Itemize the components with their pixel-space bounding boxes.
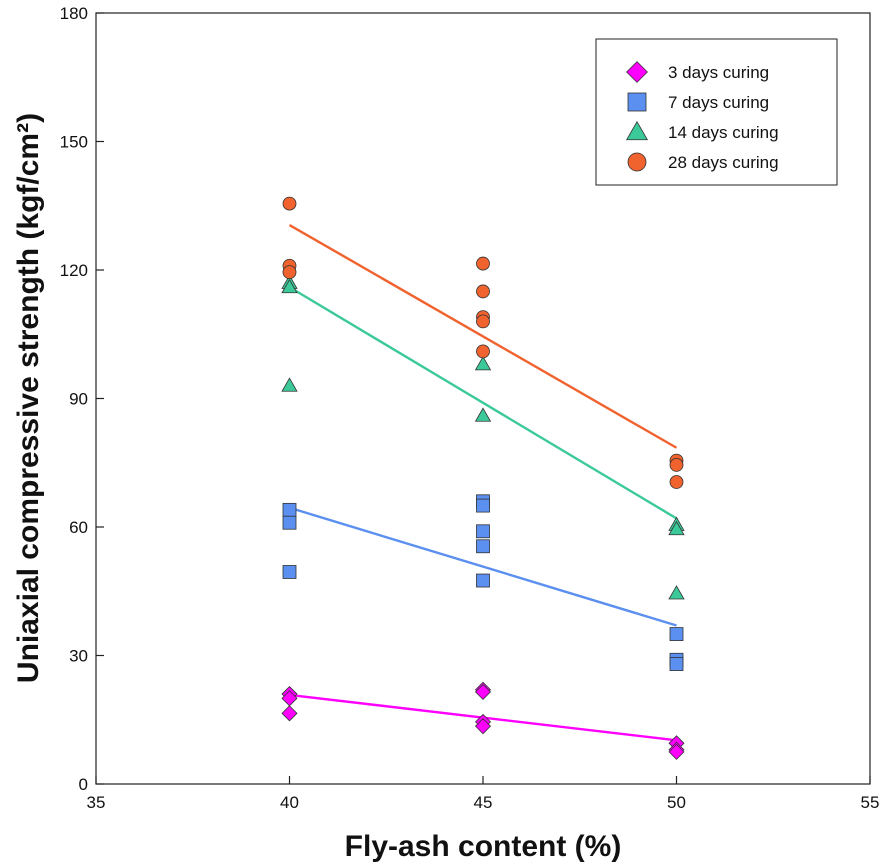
data-point-28-days-curing (476, 284, 490, 299)
data-point-7-days-curing (282, 515, 297, 530)
data-point-14-days-curing (668, 520, 685, 536)
legend-label-28-days-curing: 28 days curing (668, 153, 779, 172)
data-point-7-days-curing (282, 565, 297, 579)
data-point-3-days-curing (474, 718, 492, 735)
y-tick-label: 150 (60, 133, 88, 152)
data-point-3-days-curing (474, 683, 492, 700)
data-point-28-days-curing (476, 256, 490, 271)
y-tick-label: 180 (60, 4, 88, 23)
data-point-7-days-curing (476, 498, 490, 513)
x-tick-label: 55 (861, 793, 880, 812)
x-axis-title: Fly-ash content (%) (345, 830, 622, 863)
x-axis: 35 40 45 50 55 (87, 776, 880, 812)
x-tick-label: 40 (280, 793, 299, 812)
trend-line-7-days-curing (289, 506, 677, 627)
data-point-28-days-curing (282, 265, 297, 280)
data-point-28-days-curing (669, 457, 684, 472)
data-point-7-days-curing (669, 627, 684, 641)
data-point-3-days-curing (668, 743, 685, 760)
trend-lines (288, 223, 678, 742)
trend-line-28-days-curing (288, 223, 678, 449)
data-point-7-days-curing (476, 573, 490, 588)
data-point-28-days-curing (476, 344, 490, 359)
data-point-14-days-curing (281, 278, 298, 294)
y-tick-label: 0 (79, 775, 88, 794)
data-point-28-days-curing (476, 314, 490, 329)
x-tick-label: 50 (667, 793, 686, 812)
x-tick-label: 35 (87, 793, 106, 812)
legend: 3 days curing 7 days curing 14 days curing… (595, 38, 838, 186)
data-markers (281, 196, 685, 760)
data-point-7-days-curing (476, 539, 490, 554)
y-tick-label: 90 (69, 390, 88, 409)
data-point-3-days-curing (281, 705, 298, 722)
data-point-14-days-curing (281, 377, 298, 392)
y-tick-label: 120 (60, 261, 88, 280)
data-point-14-days-curing (474, 355, 492, 371)
legend-marker-14-days-curing (625, 120, 649, 141)
legend-marker-3-days-curing (626, 61, 648, 83)
y-tick-label: 30 (69, 647, 88, 666)
data-point-14-days-curing (668, 585, 685, 600)
x-tick-label: 45 (474, 793, 493, 812)
data-point-28-days-curing (669, 475, 684, 489)
data-point-7-days-curing (476, 524, 490, 539)
y-axis: 0 30 60 90 120 150 180 (60, 4, 104, 794)
data-point-7-days-curing (282, 502, 297, 517)
legend-label-7-days-curing: 7 days curing (668, 93, 769, 112)
legend-marker-7-days-curing (627, 92, 647, 112)
data-point-14-days-curing (474, 407, 492, 422)
legend-label-3-days-curing: 3 days curing (668, 63, 769, 82)
y-tick-label: 60 (69, 518, 88, 537)
trend-line-14-days-curing (288, 286, 678, 520)
legend-label-14-days-curing: 14 days curing (668, 123, 779, 142)
legend-marker-28-days-curing (627, 152, 647, 172)
y-axis-title: Uniaxial compressive strength (kgf/cm²) (12, 113, 45, 683)
data-point-28-days-curing (282, 196, 297, 211)
data-point-7-days-curing (669, 657, 684, 671)
